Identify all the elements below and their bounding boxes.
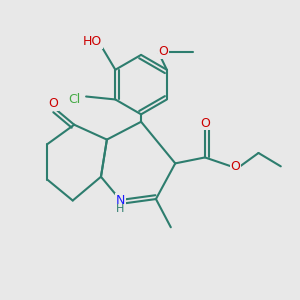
Text: O: O — [49, 98, 58, 110]
Text: Cl: Cl — [69, 93, 81, 106]
Text: HO: HO — [83, 35, 102, 48]
Text: O: O — [200, 117, 210, 130]
Text: O: O — [158, 45, 168, 58]
Text: H: H — [116, 204, 124, 214]
Text: N: N — [116, 194, 125, 207]
Text: O: O — [230, 160, 240, 173]
